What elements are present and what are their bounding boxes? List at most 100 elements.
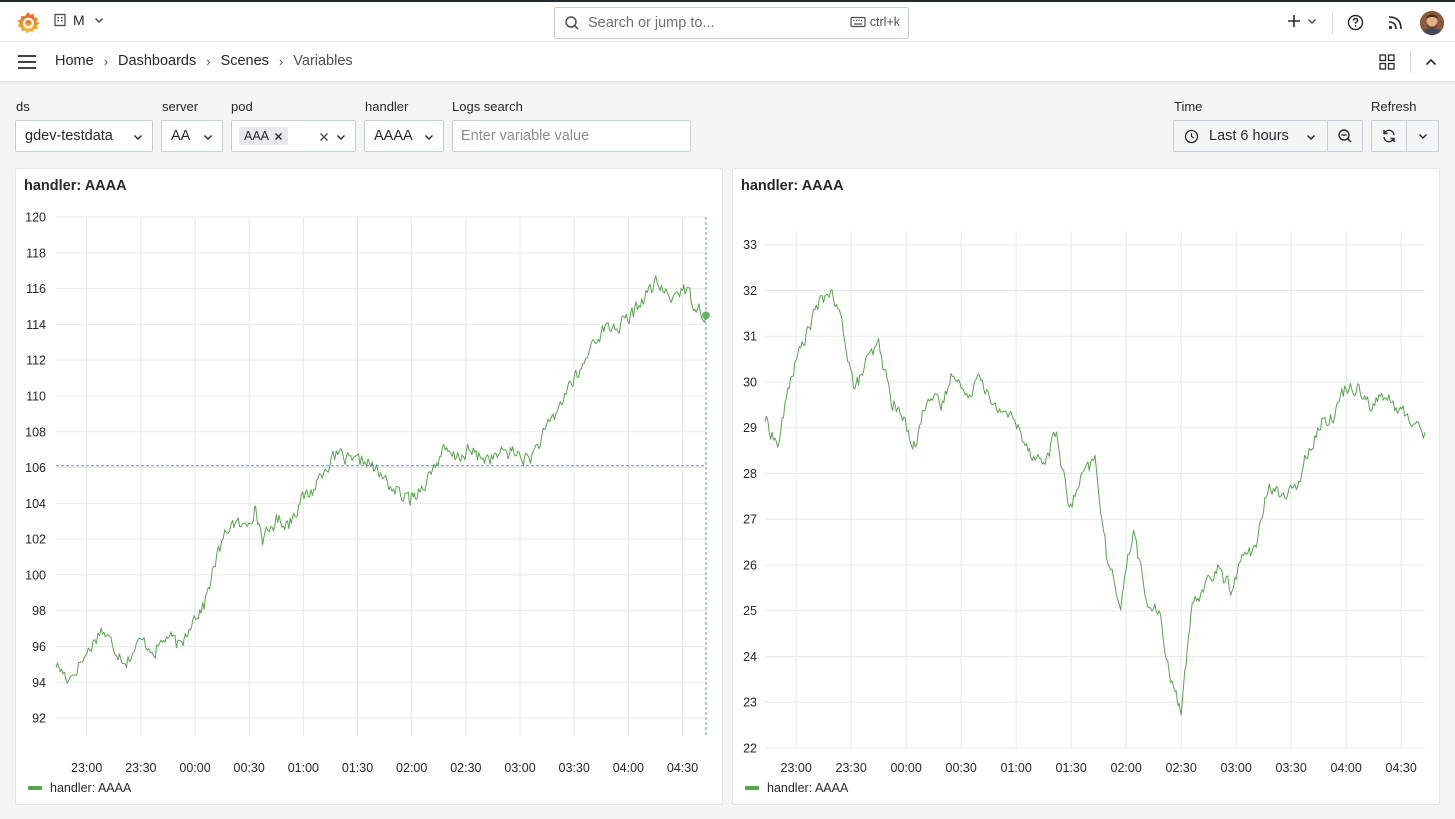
pod-chip: AAA (239, 127, 289, 145)
breadcrumb-separator: › (103, 53, 109, 69)
y-tick-label: 108 (25, 425, 46, 439)
y-tick-label: 27 (743, 513, 757, 527)
chevron-down-icon (337, 135, 345, 140)
new-button[interactable] (1286, 13, 1318, 29)
pod-multiselect[interactable]: AAA (231, 120, 356, 152)
y-tick-label: 31 (743, 330, 757, 344)
chevron-up-icon[interactable] (1423, 54, 1439, 70)
y-tick-label: 110 (26, 389, 46, 403)
y-tick-label: 114 (26, 318, 46, 332)
breadcrumb-separator: › (206, 53, 211, 69)
user-avatar[interactable] (1420, 11, 1444, 35)
refresh-interval-dropdown[interactable] (1406, 120, 1439, 152)
server-value: AA (171, 128, 191, 144)
hamburger-menu-icon[interactable] (17, 53, 37, 71)
time-picker-button[interactable]: Last 6 hours (1173, 120, 1328, 152)
clear-icon[interactable] (319, 132, 329, 142)
breadcrumb-home[interactable]: Home (55, 53, 94, 69)
x-tick-label: 00:00 (179, 761, 210, 775)
x-tick-label: 01:00 (1001, 761, 1032, 775)
y-tick-label: 29 (743, 421, 757, 435)
legend-label: handler: AAAA (767, 781, 849, 795)
org-switcher[interactable]: M (53, 12, 107, 28)
x-tick-label: 03:30 (1276, 761, 1307, 775)
y-tick-label: 33 (743, 238, 757, 252)
breadcrumb-scenes[interactable]: Scenes (220, 53, 269, 69)
server-select[interactable]: AA (161, 120, 223, 152)
zoom-out-icon (1338, 129, 1352, 143)
logs-search-placeholder: Enter variable value (461, 128, 590, 144)
search-icon (565, 16, 579, 30)
y-tick-label: 23 (743, 696, 757, 710)
y-tick-label: 32 (743, 284, 757, 298)
y-tick-label: 104 (25, 497, 46, 511)
breadcrumb-dashboards[interactable]: Dashboards (118, 53, 197, 69)
pod-chip-label: AAA (244, 129, 270, 143)
breadcrumb: Home › Dashboards › Scenes › Variables (55, 53, 353, 69)
y-tick-label: 112 (26, 354, 46, 368)
refresh-icon (1383, 129, 1395, 143)
ds-value: gdev-testdata (25, 128, 113, 144)
x-tick-label: 01:30 (1056, 761, 1087, 775)
y-tick-label: 24 (743, 650, 757, 664)
search-placeholder: Search or jump to... (588, 15, 715, 31)
variable-label-ds: ds (16, 99, 30, 114)
variable-label-logs-search: Logs search (452, 99, 523, 114)
shortcut-text: ctrl+k (869, 15, 900, 29)
news-feed-icon[interactable] (1387, 14, 1404, 31)
variable-label-handler: handler (365, 99, 409, 114)
chevron-down-icon (1307, 135, 1315, 140)
chevron-down-icon (1418, 134, 1427, 139)
y-tick-label: 118 (26, 246, 46, 260)
search-input[interactable]: Search or jump to... ctrl+k (554, 7, 909, 39)
zoom-out-button[interactable] (1327, 120, 1363, 152)
chevron-down-icon (134, 135, 142, 140)
x-tick-label: 01:00 (288, 761, 319, 775)
time-label: Time (1174, 99, 1203, 114)
x-tick-label: 00:30 (234, 761, 265, 775)
x-tick-label: 00:00 (891, 761, 922, 775)
logs-search-input[interactable]: Enter variable value (452, 120, 691, 152)
divider (1410, 51, 1411, 73)
chevron-down-icon (94, 17, 103, 24)
refresh-button[interactable] (1371, 120, 1407, 152)
timeseries-chart-1[interactable]: 92 94 96 98 100 102 104 106 108 110 112 114 116 118 12… (16, 169, 724, 806)
x-tick-label: 02:00 (396, 761, 427, 775)
variable-label-pod: pod (231, 99, 253, 114)
y-tick-label: 28 (743, 467, 757, 481)
search-shortcut: ctrl+k (850, 15, 900, 29)
series-line (55, 275, 707, 684)
x-tick-label: 03:00 (1221, 761, 1252, 775)
panel-title[interactable]: handler: AAAA (741, 178, 844, 194)
y-tick-label: 30 (743, 375, 757, 389)
ds-select[interactable]: gdev-testdata (15, 120, 153, 152)
x-tick-label: 02:30 (450, 761, 481, 775)
y-tick-label: 102 (25, 533, 46, 547)
remove-chip-icon[interactable] (274, 132, 283, 141)
timeseries-chart-2[interactable]: 22 23 24 25 26 27 28 29 30 31 32 33 23:00 23:30 00:00 0… (733, 169, 1441, 806)
handler-value: AAAA (374, 128, 413, 144)
handler-select[interactable]: AAAA (364, 120, 444, 152)
hover-point (702, 311, 710, 320)
legend[interactable]: handler: AAAA (28, 781, 131, 795)
panel-title[interactable]: handler: AAAA (24, 178, 127, 194)
x-tick-label: 01:30 (342, 761, 373, 775)
legend-label: handler: AAAA (50, 781, 132, 795)
chevron-down-icon (425, 135, 433, 140)
dashboard-grid-icon[interactable] (1378, 53, 1396, 71)
y-tick-label: 116 (26, 282, 46, 296)
x-tick-label: 23:00 (71, 761, 102, 775)
y-tick-label: 106 (25, 461, 46, 475)
x-tick-label: 04:00 (613, 761, 644, 775)
legend[interactable]: handler: AAAA (745, 781, 848, 795)
chart-grid: 22 23 24 25 26 27 28 29 30 31 32 33 23:00 23:30 00:00 0… (743, 231, 1425, 775)
refresh-label: Refresh (1371, 99, 1417, 114)
timeseries-panel-1: handler: AAAA 92 94 96 98 100 102 104 106 108 110… (15, 168, 723, 805)
x-tick-label: 03:30 (559, 761, 590, 775)
grafana-logo-icon[interactable] (15, 10, 41, 36)
x-tick-label: 23:00 (781, 761, 812, 775)
help-icon[interactable] (1347, 14, 1364, 31)
top-bar: M Search or jump to... ctrl+k (0, 0, 1455, 42)
y-tick-label: 26 (743, 558, 757, 572)
y-tick-label: 25 (743, 604, 757, 618)
